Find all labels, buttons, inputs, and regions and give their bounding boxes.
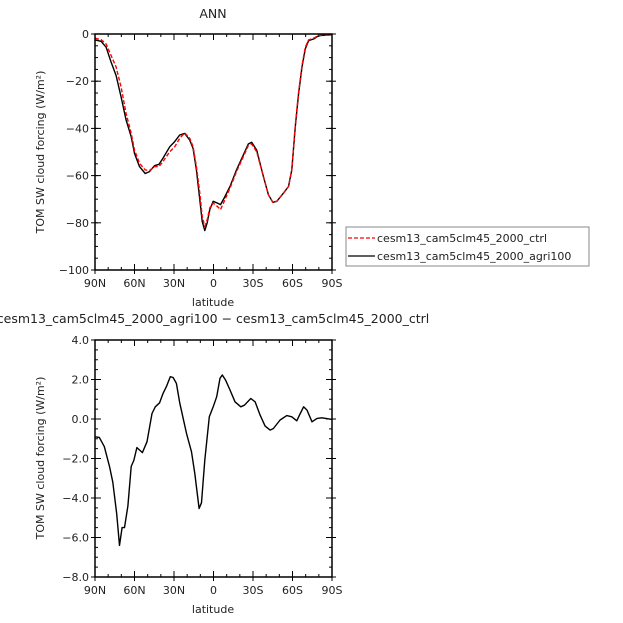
plot-frame — [94, 33, 333, 271]
x-tick-label: 0 — [210, 584, 217, 597]
x-tick-label: 60S — [282, 584, 303, 597]
y-tick-label: 2.0 — [72, 374, 90, 387]
x-tick-label: 30S — [243, 584, 264, 597]
x-tick-label: 60N — [123, 584, 145, 597]
legend-label-ctrl: cesm13_cam5clm45_2000_ctrl — [377, 232, 547, 245]
series-line-series-0 — [94, 374, 333, 547]
top-ylabel: TOM SW cloud forcing (W/m²) — [34, 71, 47, 235]
plot-frame — [94, 339, 333, 578]
y-tick-label: 0.0 — [72, 413, 90, 426]
y-tick-label: −100 — [59, 264, 89, 277]
x-tick-label: 90N — [84, 584, 106, 597]
y-tick-label: 4.0 — [72, 334, 90, 347]
y-tick-label: 0 — [82, 28, 89, 41]
legend-label-agri100: cesm13_cam5clm45_2000_agri100 — [377, 250, 571, 263]
legend-box — [345, 226, 590, 267]
y-tick-label: −60 — [66, 170, 89, 183]
y-tick-label: −80 — [66, 217, 89, 230]
top-title: ANN — [199, 6, 226, 21]
x-tick-label: 0 — [210, 277, 217, 290]
x-tick-label: 90S — [322, 584, 343, 597]
series-line-cesm13_cam5clm45_2000_agri100 — [94, 34, 333, 232]
legend: cesm13_cam5clm45_2000_ctrl cesm13_cam5cl… — [345, 226, 590, 267]
bottom-title: cesm13_cam5clm45_2000_agri100 − cesm13_c… — [0, 311, 429, 326]
x-tick-label: 60S — [282, 277, 303, 290]
x-tick-label: 90N — [84, 277, 106, 290]
top-panel: ANN latitude TOM SW cloud forcing (W/m²)… — [34, 6, 343, 309]
y-tick-label: −20 — [66, 75, 89, 88]
y-tick-label: −8.0 — [62, 571, 89, 584]
series-line-cesm13_cam5clm45_2000_ctrl — [94, 33, 333, 228]
top-xlabel: latitude — [192, 296, 234, 309]
bottom-ylabel: TOM SW cloud forcing (W/m²) — [34, 377, 47, 541]
bottom-panel: cesm13_cam5clm45_2000_agri100 − cesm13_c… — [0, 311, 429, 616]
x-tick-label: 30N — [163, 584, 185, 597]
y-tick-label: −40 — [66, 122, 89, 135]
x-tick-label: 30S — [243, 277, 264, 290]
x-tick-label: 30N — [163, 277, 185, 290]
x-tick-label: 90S — [322, 277, 343, 290]
x-tick-label: 60N — [123, 277, 145, 290]
y-tick-label: −4.0 — [62, 492, 89, 505]
y-tick-label: −2.0 — [62, 453, 89, 466]
y-tick-label: −6.0 — [62, 532, 89, 545]
bottom-xlabel: latitude — [192, 603, 234, 616]
